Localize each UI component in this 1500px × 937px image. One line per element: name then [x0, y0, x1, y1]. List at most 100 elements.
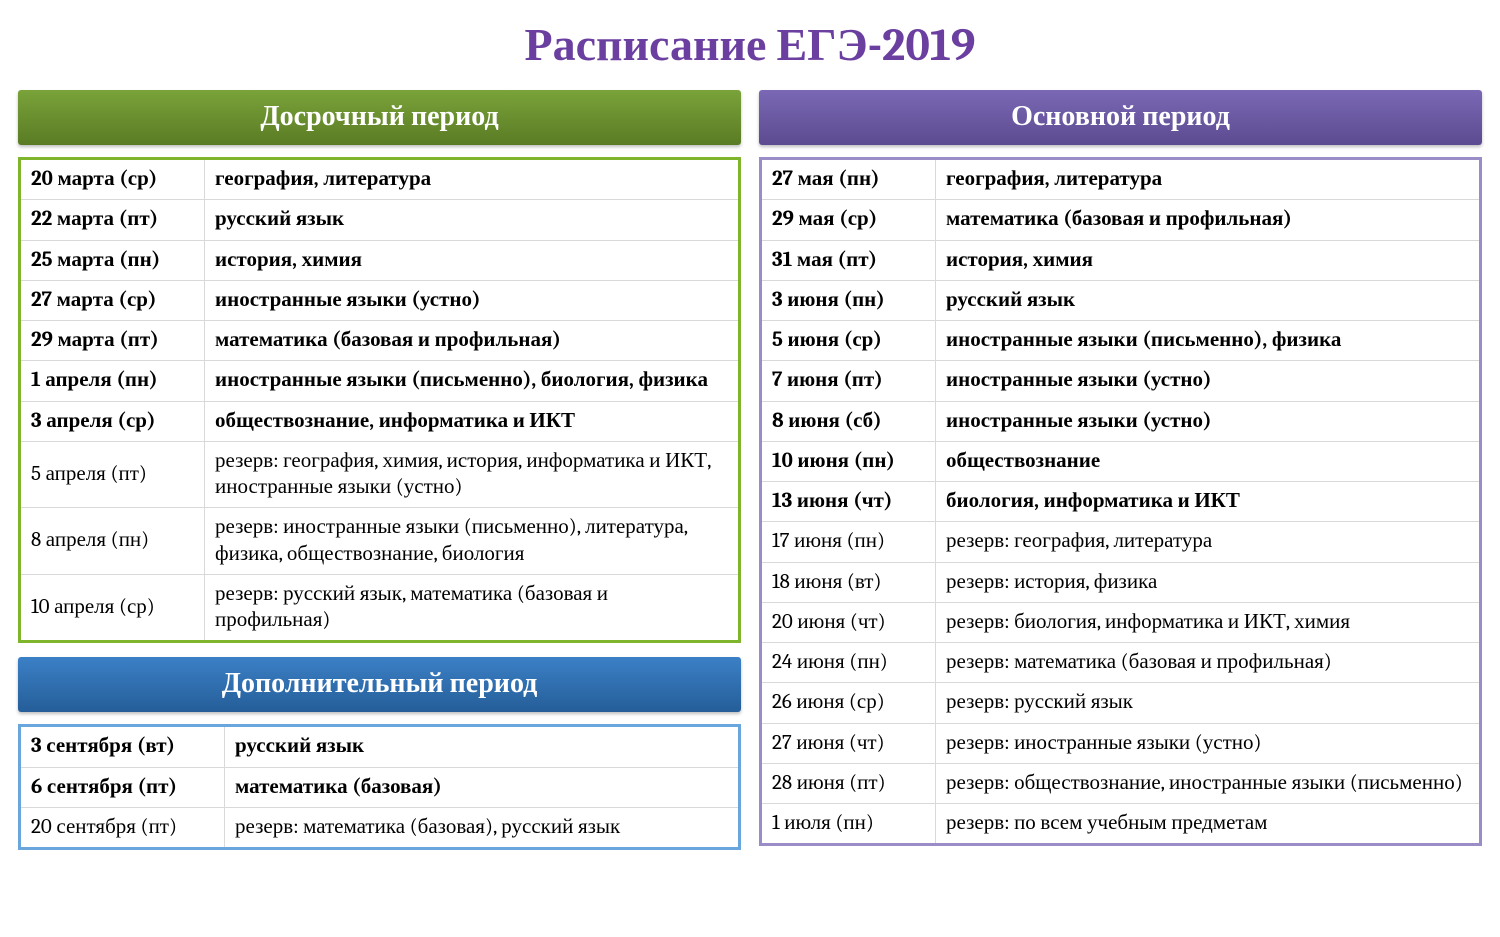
left-column: Досрочный период 20 марта (ср)география,…: [18, 90, 741, 850]
date-cell: 18 июня (вт): [761, 562, 936, 602]
table-row: 27 июня (чт)резерв: иностранные языки (у…: [761, 723, 1481, 763]
date-cell: 26 июня (ср): [761, 683, 936, 723]
date-cell: 25 марта (пн): [20, 240, 205, 280]
subject-cell: иностранные языки (устно): [936, 361, 1481, 401]
columns-wrapper: Досрочный период 20 марта (ср)география,…: [18, 90, 1482, 850]
subject-cell: резерв: иностранные языки (устно): [936, 723, 1481, 763]
subject-cell: русский язык: [205, 200, 740, 240]
date-cell: 1 апреля (пн): [20, 361, 205, 401]
date-cell: 13 июня (чт): [761, 482, 936, 522]
period-additional-header: Дополнительный период: [18, 657, 741, 712]
date-cell: 5 июня (ср): [761, 321, 936, 361]
page-title: Расписание ЕГЭ-2019: [18, 18, 1482, 72]
table-row: 3 сентября (вт)русский язык: [20, 726, 740, 767]
table-row: 27 мая (пн)география, литература: [761, 159, 1481, 200]
subject-cell: обществознание, информатика и ИКТ: [205, 401, 740, 441]
subject-cell: математика (базовая): [225, 767, 740, 807]
table-row: 28 июня (пт)резерв: обществознание, инос…: [761, 763, 1481, 803]
table-row: 7 июня (пт)иностранные языки (устно): [761, 361, 1481, 401]
date-cell: 3 сентября (вт): [20, 726, 225, 767]
date-cell: 10 июня (пн): [761, 441, 936, 481]
date-cell: 29 мая (ср): [761, 200, 936, 240]
date-cell: 8 июня (сб): [761, 401, 936, 441]
subject-cell: история, химия: [205, 240, 740, 280]
table-row: 8 июня (сб)иностранные языки (устно): [761, 401, 1481, 441]
subject-cell: резерв: история, физика: [936, 562, 1481, 602]
subject-cell: резерв: обществознание, иностранные язык…: [936, 763, 1481, 803]
table-row: 5 июня (ср)иностранные языки (письменно)…: [761, 321, 1481, 361]
date-cell: 1 июля (пн): [761, 804, 936, 845]
date-cell: 31 мая (пт): [761, 240, 936, 280]
period-additional-table: 3 сентября (вт)русский язык6 сентября (п…: [18, 724, 741, 850]
subject-cell: иностранные языки (устно): [936, 401, 1481, 441]
subject-cell: резерв: география, химия, история, инфор…: [205, 441, 740, 508]
table-row: 3 июня (пн)русский язык: [761, 280, 1481, 320]
date-cell: 27 июня (чт): [761, 723, 936, 763]
date-cell: 17 июня (пн): [761, 522, 936, 562]
subject-cell: иностранные языки (письменно), биология,…: [205, 361, 740, 401]
date-cell: 5 апреля (пт): [20, 441, 205, 508]
period-main-table: 27 мая (пн)география, литература29 мая (…: [759, 157, 1482, 846]
table-row: 17 июня (пн)резерв: география, литератур…: [761, 522, 1481, 562]
right-column: Основной период 27 мая (пн)география, ли…: [759, 90, 1482, 850]
date-cell: 27 марта (ср): [20, 280, 205, 320]
table-row: 20 сентября (пт)резерв: математика (базо…: [20, 807, 740, 848]
subject-cell: иностранные языки (письменно), физика: [936, 321, 1481, 361]
subject-cell: история, химия: [936, 240, 1481, 280]
date-cell: 3 апреля (ср): [20, 401, 205, 441]
subject-cell: резерв: по всем учебным предметам: [936, 804, 1481, 845]
subject-cell: русский язык: [936, 280, 1481, 320]
subject-cell: биология, информатика и ИКТ: [936, 482, 1481, 522]
subject-cell: обществознание: [936, 441, 1481, 481]
subject-cell: резерв: математика (базовая), русский яз…: [225, 807, 740, 848]
table-row: 8 апреля (пн)резерв: иностранные языки (…: [20, 508, 740, 575]
period-early-header: Досрочный период: [18, 90, 741, 145]
subject-cell: география, литература: [205, 159, 740, 200]
subject-cell: резерв: русский язык: [936, 683, 1481, 723]
date-cell: 8 апреля (пн): [20, 508, 205, 575]
subject-cell: иностранные языки (устно): [205, 280, 740, 320]
date-cell: 7 июня (пт): [761, 361, 936, 401]
table-row: 3 апреля (ср)обществознание, информатика…: [20, 401, 740, 441]
date-cell: 20 марта (ср): [20, 159, 205, 200]
date-cell: 27 мая (пн): [761, 159, 936, 200]
table-row: 27 марта (ср)иностранные языки (устно): [20, 280, 740, 320]
table-row: 20 июня (чт)резерв: биология, информатик…: [761, 602, 1481, 642]
date-cell: 6 сентября (пт): [20, 767, 225, 807]
table-row: 13 июня (чт)биология, информатика и ИКТ: [761, 482, 1481, 522]
period-early-table: 20 марта (ср)география, литература22 мар…: [18, 157, 741, 643]
table-row: 6 сентября (пт)математика (базовая): [20, 767, 740, 807]
table-row: 29 мая (ср)математика (базовая и профиль…: [761, 200, 1481, 240]
table-row: 1 апреля (пн)иностранные языки (письменн…: [20, 361, 740, 401]
date-cell: 22 марта (пт): [20, 200, 205, 240]
subject-cell: география, литература: [936, 159, 1481, 200]
table-row: 10 июня (пн)обществознание: [761, 441, 1481, 481]
subject-cell: резерв: математика (базовая и профильная…: [936, 643, 1481, 683]
date-cell: 20 июня (чт): [761, 602, 936, 642]
subject-cell: математика (базовая и профильная): [205, 321, 740, 361]
period-main: Основной период 27 мая (пн)география, ли…: [759, 90, 1482, 846]
table-row: 18 июня (вт)резерв: история, физика: [761, 562, 1481, 602]
subject-cell: русский язык: [225, 726, 740, 767]
table-row: 10 апреля (ср)резерв: русский язык, мате…: [20, 574, 740, 642]
date-cell: 3 июня (пн): [761, 280, 936, 320]
date-cell: 24 июня (пн): [761, 643, 936, 683]
date-cell: 20 сентября (пт): [20, 807, 225, 848]
table-row: 22 марта (пт)русский язык: [20, 200, 740, 240]
table-row: 1 июля (пн)резерв: по всем учебным предм…: [761, 804, 1481, 845]
subject-cell: резерв: география, литература: [936, 522, 1481, 562]
period-additional: Дополнительный период 3 сентября (вт)рус…: [18, 657, 741, 850]
period-early: Досрочный период 20 марта (ср)география,…: [18, 90, 741, 643]
subject-cell: резерв: русский язык, математика (базова…: [205, 574, 740, 642]
table-row: 24 июня (пн)резерв: математика (базовая …: [761, 643, 1481, 683]
table-row: 31 мая (пт)история, химия: [761, 240, 1481, 280]
subject-cell: резерв: биология, информатика и ИКТ, хим…: [936, 602, 1481, 642]
table-row: 25 марта (пн)история, химия: [20, 240, 740, 280]
period-main-header: Основной период: [759, 90, 1482, 145]
date-cell: 10 апреля (ср): [20, 574, 205, 642]
subject-cell: математика (базовая и профильная): [936, 200, 1481, 240]
table-row: 26 июня (ср)резерв: русский язык: [761, 683, 1481, 723]
date-cell: 28 июня (пт): [761, 763, 936, 803]
table-row: 5 апреля (пт)резерв: география, химия, и…: [20, 441, 740, 508]
subject-cell: резерв: иностранные языки (письменно), л…: [205, 508, 740, 575]
